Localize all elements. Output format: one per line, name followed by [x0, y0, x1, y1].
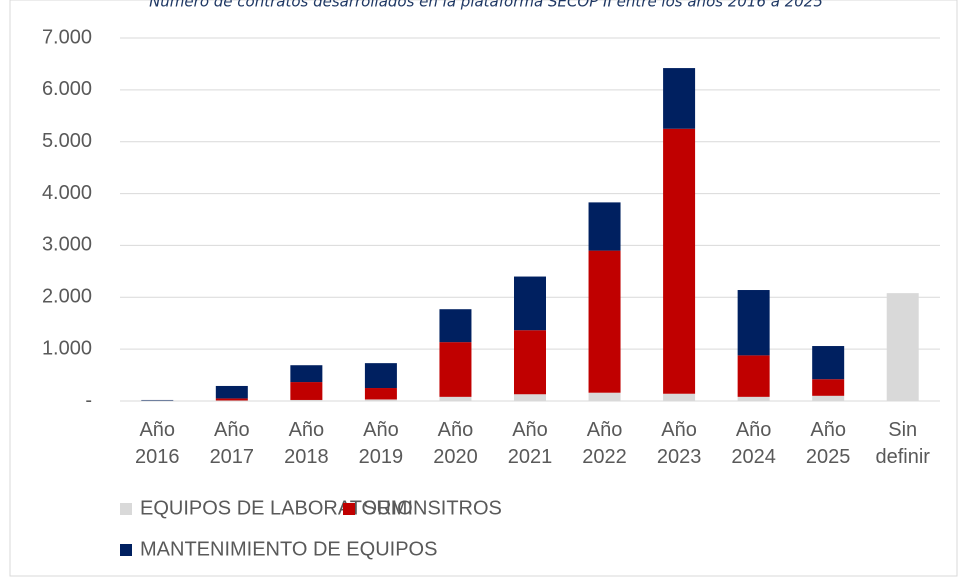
y-tick-label: 4.000: [42, 182, 92, 204]
bar-segment: [514, 330, 546, 395]
y-tick-label: 6.000: [42, 78, 92, 100]
bar-segment: [141, 400, 174, 401]
bar-segment: [290, 365, 323, 383]
bar-segment: [737, 396, 770, 401]
y-tick-label: 1.000: [42, 337, 92, 359]
y-tick-label: -: [85, 389, 92, 411]
bar-segment: [364, 363, 397, 389]
bar-segment: [886, 293, 919, 401]
x-tick-label: Año 2022: [582, 419, 627, 468]
x-tick-label: Año 2023: [657, 419, 702, 468]
bar-segment: [812, 379, 845, 396]
bar-segment: [364, 388, 397, 400]
bar-segment: [588, 392, 621, 401]
legend-label: SUMINSITROS: [363, 497, 502, 519]
x-tick-label: Año 2021: [508, 419, 553, 468]
bar-segment: [364, 399, 397, 401]
y-tick-label: 7.000: [42, 26, 92, 48]
x-tick-label: Sin definir: [875, 419, 930, 468]
bar-segment: [663, 393, 696, 401]
bar-segment: [737, 355, 770, 397]
chart-title: Número de contratos desarrollados en la …: [149, 0, 823, 11]
bar-segment: [514, 276, 546, 331]
legend-label: MANTENIMIENTO DE EQUIPOS: [140, 538, 437, 560]
x-tick-label: Año 2019: [359, 419, 404, 468]
bar-segment: [290, 382, 323, 400]
x-tick-label: Año 2025: [806, 419, 851, 468]
bar-segment: [439, 396, 472, 401]
x-tick-label: Año 2016: [135, 419, 180, 468]
chart-frame: [9, 0, 958, 577]
x-tick-label: Año 2024: [731, 419, 776, 468]
bar-segment: [663, 128, 696, 394]
bar-segment: [215, 398, 248, 401]
bar-segment: [663, 68, 696, 129]
bar-segment: [215, 400, 248, 401]
bar-segment: [737, 290, 770, 356]
x-tick-label: Año 2020: [433, 419, 478, 468]
y-tick-label: 2.000: [42, 286, 92, 308]
bar-segment: [215, 385, 248, 399]
legend-swatch: [120, 503, 132, 515]
x-tick-label: Año 2018: [284, 419, 329, 468]
y-tick-label: 3.000: [42, 234, 92, 256]
bar-segment: [141, 399, 174, 401]
bar-segment: [290, 399, 323, 401]
bar-segment: [812, 395, 845, 401]
y-tick-label: 5.000: [42, 130, 92, 152]
bar-segment: [812, 346, 845, 380]
bar-segment: [439, 309, 472, 343]
legend-swatch: [120, 544, 132, 556]
bar-segment: [439, 342, 472, 397]
bar-segment: [588, 202, 621, 251]
bar-segment: [588, 250, 621, 393]
legend-swatch: [343, 503, 355, 515]
x-tick-label: Año 2017: [210, 419, 255, 468]
bar-segment: [514, 394, 546, 401]
